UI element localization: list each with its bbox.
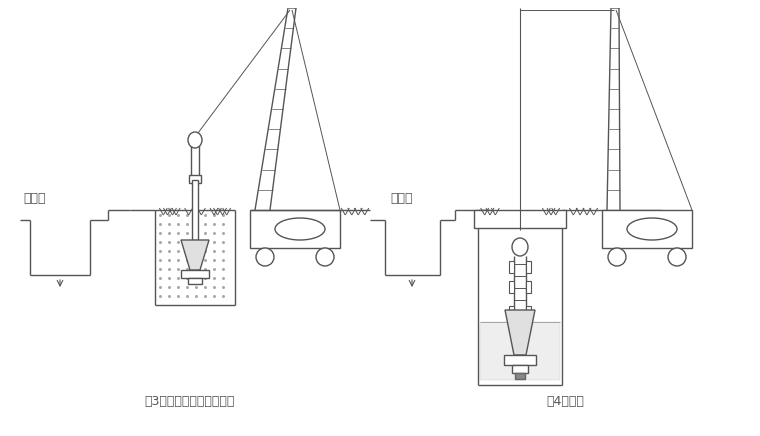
Ellipse shape: [512, 238, 528, 256]
Ellipse shape: [627, 218, 677, 240]
Text: 泥浆池: 泥浆池: [23, 192, 46, 205]
Bar: [509, 306, 514, 318]
Bar: [181, 270, 209, 278]
Bar: [189, 175, 201, 183]
Circle shape: [668, 248, 686, 266]
Circle shape: [316, 248, 334, 266]
Bar: [509, 261, 514, 273]
Bar: [526, 306, 531, 318]
Text: （4）钻进: （4）钻进: [546, 395, 584, 408]
Bar: [526, 281, 531, 293]
Bar: [504, 355, 536, 365]
Bar: [192, 180, 198, 240]
Bar: [602, 210, 692, 248]
Circle shape: [608, 248, 626, 266]
Bar: [188, 278, 202, 284]
Ellipse shape: [275, 218, 325, 240]
Text: 泥浆池: 泥浆池: [390, 192, 413, 205]
Circle shape: [256, 248, 274, 266]
Bar: [191, 143, 199, 180]
Bar: [474, 210, 566, 228]
Ellipse shape: [188, 132, 202, 148]
Bar: [250, 210, 340, 248]
Bar: [512, 365, 528, 373]
Polygon shape: [181, 240, 209, 270]
Bar: [515, 373, 525, 379]
Bar: [526, 261, 531, 273]
Bar: [480, 322, 560, 380]
Text: （3）钻机就位、泥浆制备: （3）钻机就位、泥浆制备: [145, 395, 235, 408]
Polygon shape: [505, 310, 535, 355]
Bar: [509, 281, 514, 293]
